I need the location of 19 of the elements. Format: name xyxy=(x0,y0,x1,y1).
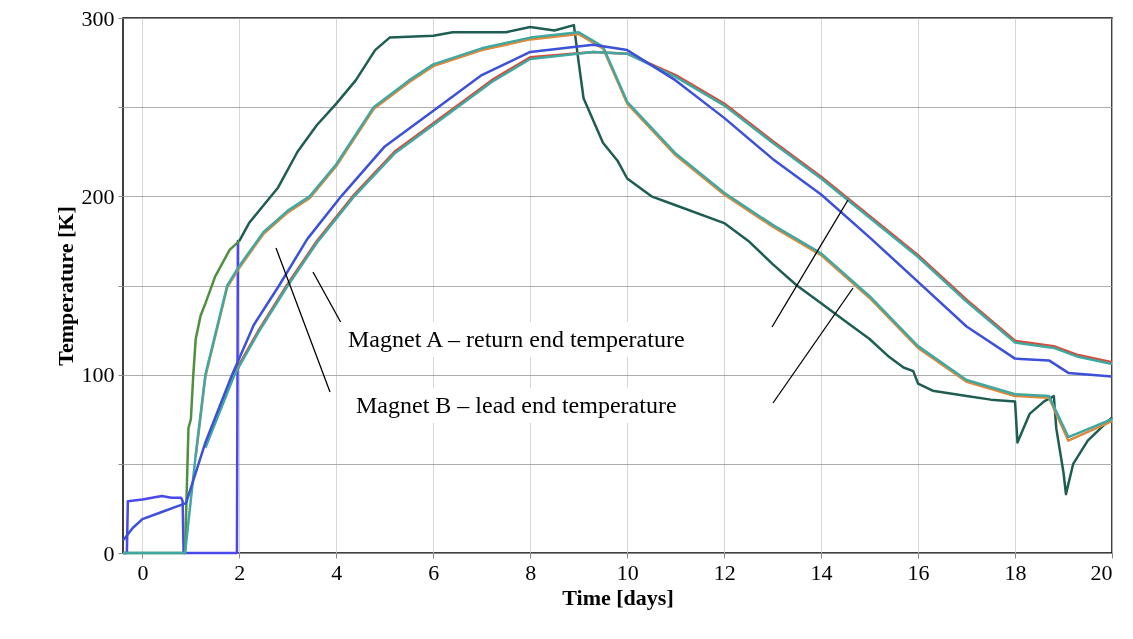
x-tick-label: 18 xyxy=(1004,559,1027,585)
annotation: Magnet A – return end temperature xyxy=(340,322,693,357)
x-tick-label: 0 xyxy=(137,559,149,585)
x-tick-label: 16 xyxy=(907,559,930,585)
x-axis-title: Time [days] xyxy=(562,584,674,610)
x-tick-label: 14 xyxy=(810,559,833,585)
x-tick-label: 8 xyxy=(525,559,537,585)
x-tick-label: 10 xyxy=(616,559,639,585)
y-tick-label: 0 xyxy=(103,540,115,566)
x-tick-label: 2 xyxy=(234,559,246,585)
x-tick-label: 6 xyxy=(428,559,440,585)
annotation: Magnet B – lead end temperature xyxy=(348,388,685,423)
y-tick-label: 100 xyxy=(81,362,115,388)
x-tick-label: 20 xyxy=(1090,559,1113,585)
y-tick-label: 200 xyxy=(81,183,115,209)
x-tick-label: 4 xyxy=(331,559,343,585)
y-axis-title: Temperature [K] xyxy=(52,206,78,366)
y-tick-label: 300 xyxy=(81,5,115,31)
x-tick-label: 12 xyxy=(713,559,736,585)
